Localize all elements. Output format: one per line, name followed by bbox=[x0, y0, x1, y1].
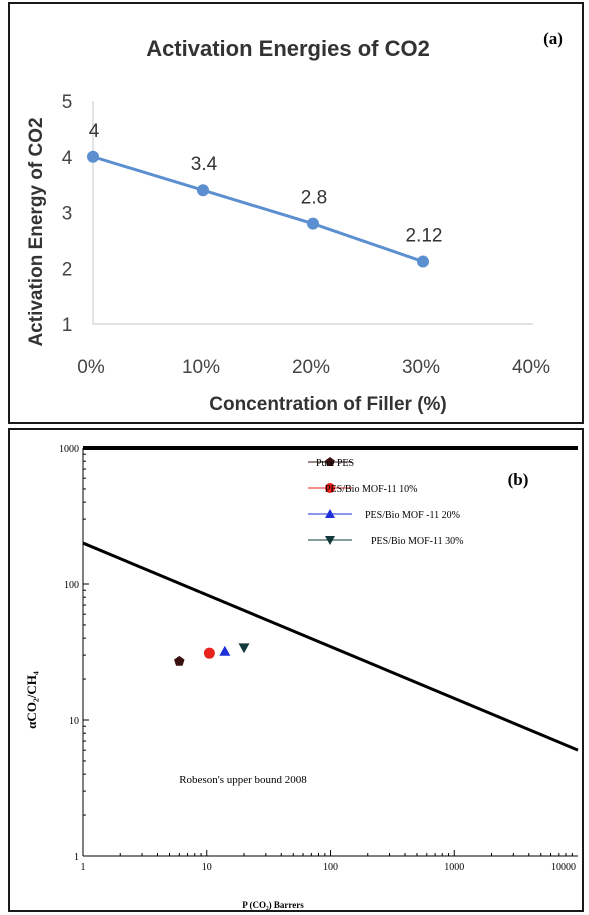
x-tick-label: 10000 bbox=[551, 862, 576, 873]
x-tick-label: 10% bbox=[182, 357, 220, 378]
legend-label: PES/Bio MOF-11 30% bbox=[371, 536, 463, 547]
legend-marker bbox=[325, 509, 335, 518]
y-tick-label: 5 bbox=[62, 92, 73, 113]
chart-a-ylabel: Activation Energy of CO2 bbox=[26, 117, 47, 346]
chart-a-title: Activation Energies of CO2 bbox=[146, 36, 430, 61]
x-tick-label: 40% bbox=[512, 357, 550, 378]
y-tick-label: 10 bbox=[69, 716, 79, 727]
x-tick-label: 1 bbox=[81, 862, 86, 873]
robeson-plot: 1 10 100 1000 1 10 100 1000 10000 Pure PES PES/Bi… bbox=[24, 444, 579, 910]
panel-a-label: (a) bbox=[543, 29, 563, 48]
y-tick-label: 1000 bbox=[59, 444, 79, 455]
legend-marker bbox=[325, 536, 335, 545]
data-point bbox=[219, 645, 231, 656]
legend-label: Pure PES bbox=[316, 458, 354, 469]
y-tick-label: 1 bbox=[74, 852, 79, 863]
legend-marker bbox=[325, 457, 335, 467]
y-tick-label: 4 bbox=[62, 148, 73, 169]
activation-energy-panel: Activation Energies of CO2 (a) Activatio… bbox=[8, 2, 584, 424]
data-point bbox=[197, 184, 209, 197]
data-point bbox=[417, 255, 429, 268]
legend-label: PES/Bio MOF -11 20% bbox=[365, 510, 460, 521]
y-tick-label: 3 bbox=[62, 204, 73, 225]
chart-b-ylabel: αCO₂/CH₄ bbox=[24, 671, 39, 729]
panel-b-label: (b) bbox=[508, 470, 529, 489]
robeson-upper-bound-line bbox=[82, 541, 579, 752]
data-label: 2.12 bbox=[406, 226, 443, 247]
chart-a-xlabel: Concentration of Filler (%) bbox=[209, 394, 447, 415]
y-tick-label: 2 bbox=[62, 259, 73, 280]
x-tick-label: 0% bbox=[77, 357, 105, 378]
x-tick-label: 10 bbox=[202, 862, 212, 873]
y-tick-label: 100 bbox=[64, 580, 79, 591]
data-label: 2.8 bbox=[301, 188, 327, 209]
data-point bbox=[87, 150, 99, 163]
robeson-plot-panel: 1 10 100 1000 1 10 100 1000 10000 Pure PES PES/Bi… bbox=[8, 428, 584, 912]
chart-b-xlabel: P (CO₂) Barrers bbox=[242, 900, 304, 910]
data-label: 4 bbox=[89, 121, 100, 142]
data-point bbox=[307, 217, 319, 230]
x-tick-label: 1000 bbox=[444, 862, 464, 873]
legend-marker bbox=[325, 483, 335, 493]
x-tick-label: 100 bbox=[323, 862, 338, 873]
upper-bound-annotation: Robeson's upper bound 2008 bbox=[179, 774, 307, 786]
activation-energy-chart: Activation Energies of CO2 (a) Activatio… bbox=[26, 29, 563, 415]
data-point bbox=[203, 647, 215, 659]
data-point bbox=[238, 643, 250, 654]
x-tick-label: 20% bbox=[292, 357, 330, 378]
y-tick-label: 1 bbox=[62, 315, 73, 336]
x-tick-label: 30% bbox=[402, 357, 440, 378]
data-point bbox=[174, 655, 185, 666]
series-line bbox=[92, 155, 424, 263]
data-label: 3.4 bbox=[191, 154, 218, 175]
legend-label: PES/Bio MOF-11 10% bbox=[325, 484, 417, 495]
